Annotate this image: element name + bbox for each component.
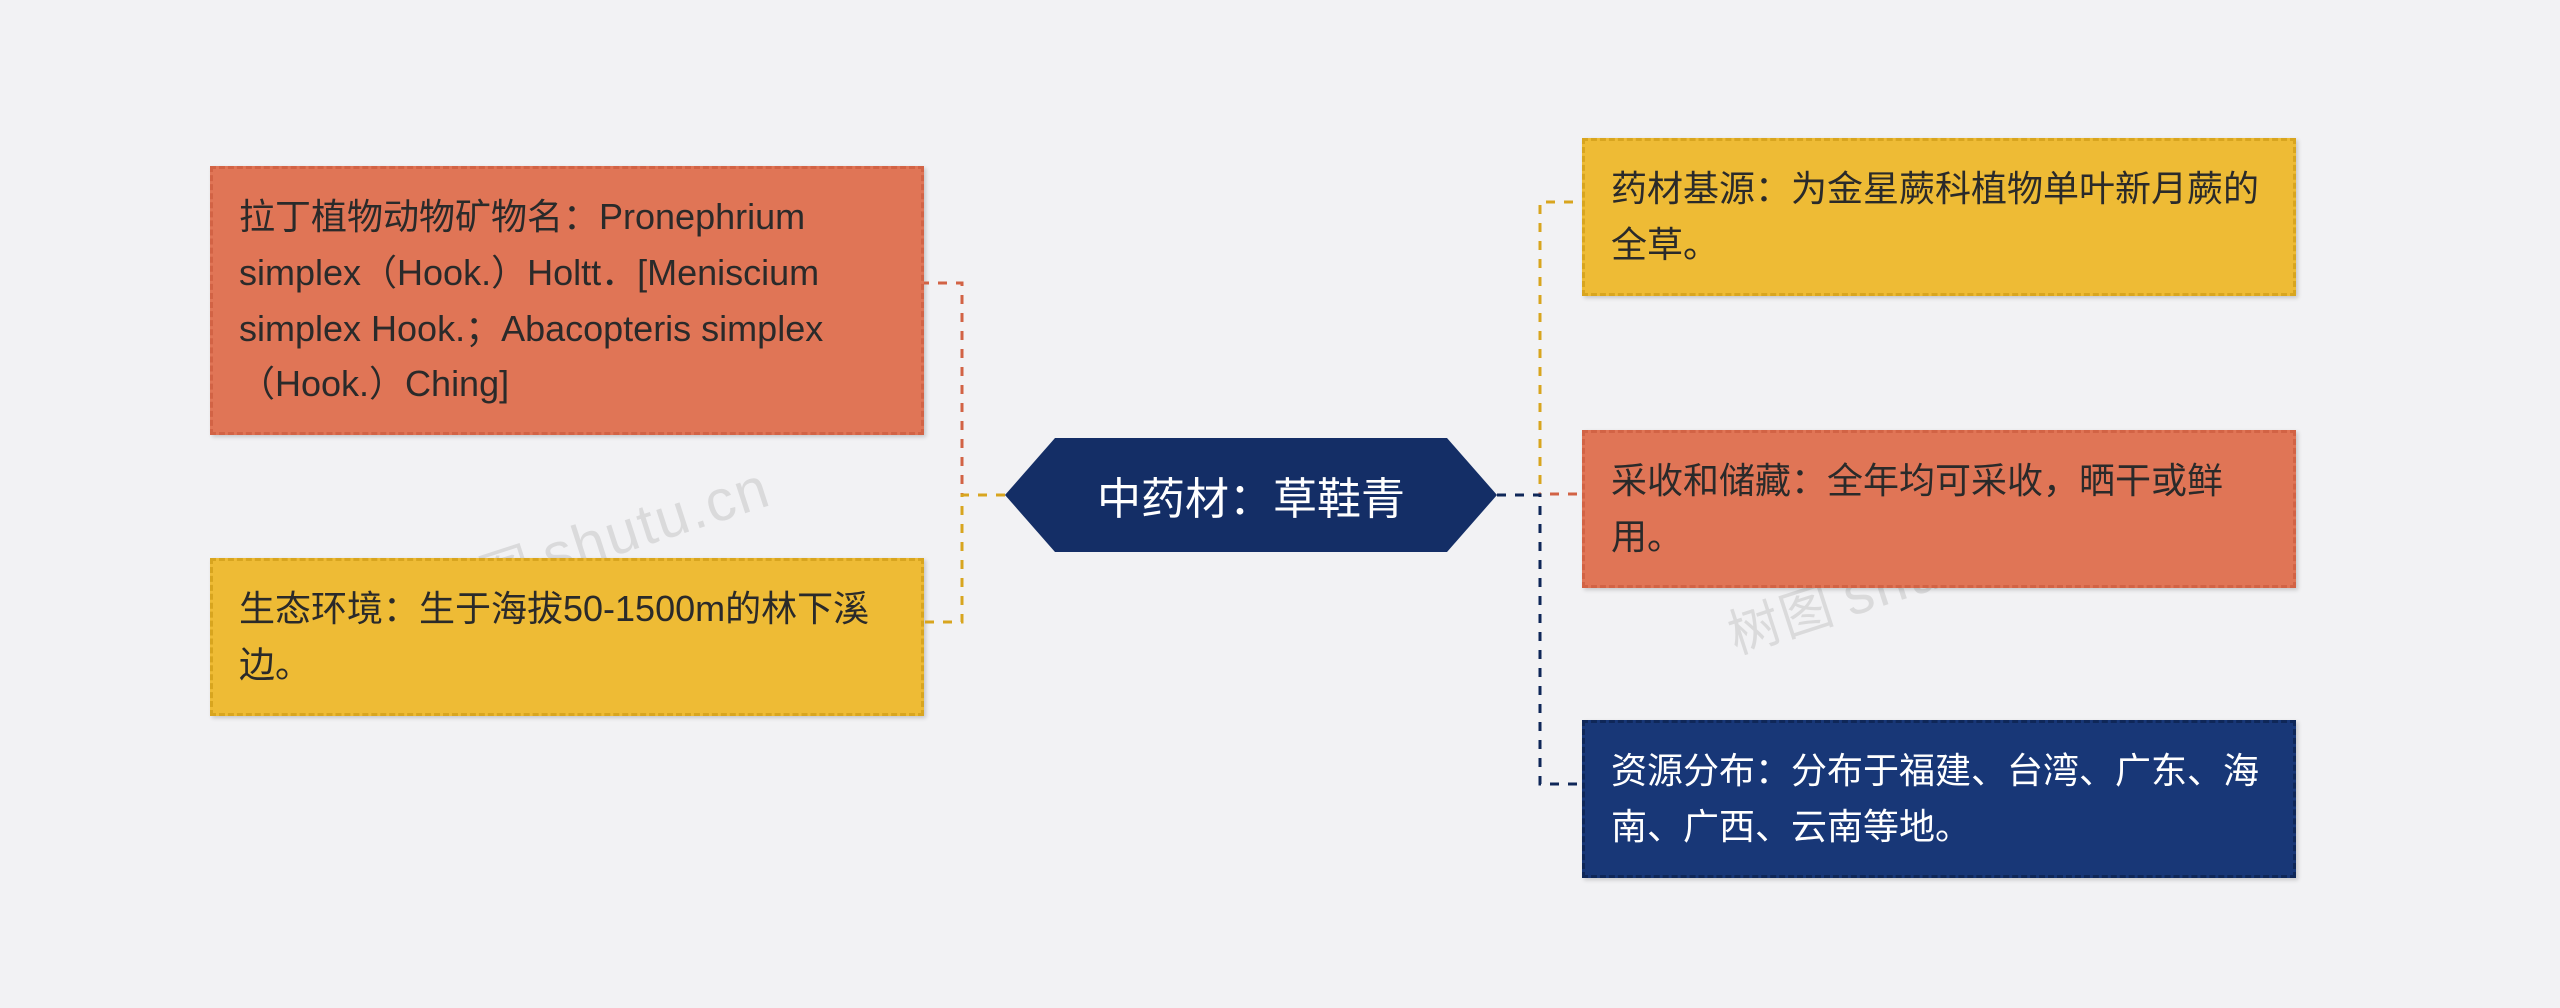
- connector-left-1: [924, 495, 1005, 622]
- center-node-label: 中药材：草鞋青: [1097, 463, 1405, 527]
- connector-right-2: [1497, 495, 1582, 784]
- connector-left-0: [924, 283, 1005, 495]
- connector-right-0: [1497, 202, 1582, 495]
